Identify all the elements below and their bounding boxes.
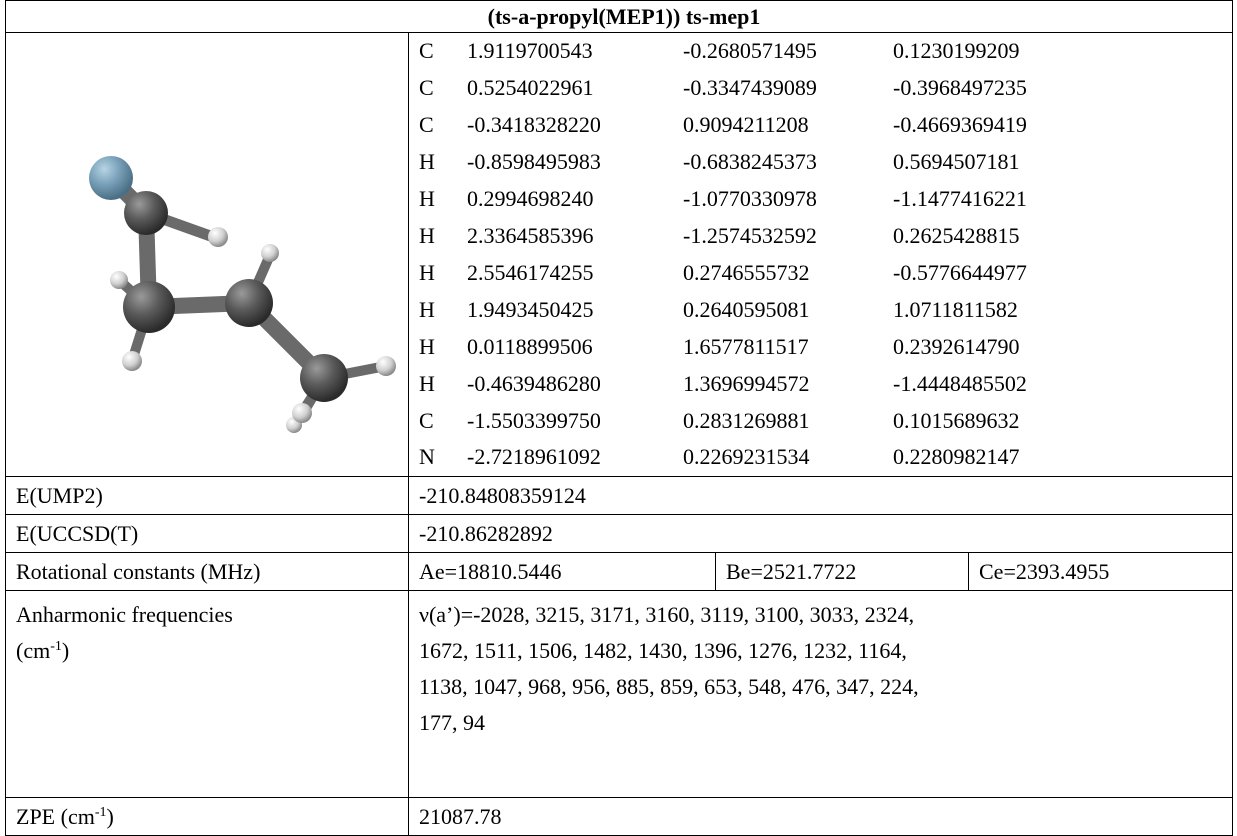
coordinate: -1.2574532592 [683, 224, 893, 248]
coordinate: -0.3347439089 [683, 76, 893, 100]
coordinate: -1.5503399750 [467, 409, 683, 433]
coordinate: 0.2994698240 [467, 187, 683, 211]
coordinate: -0.3968497235 [893, 76, 1027, 100]
coordinate: 1.9119700543 [467, 39, 683, 63]
atom-symbol: H [419, 372, 467, 396]
row-value: -210.86282892 [409, 515, 1233, 553]
atom-symbol: C [419, 113, 467, 137]
rotational-constant: Ce=2393.4955 [969, 553, 1233, 591]
unit-text: (cm [16, 638, 50, 663]
row-label: Rotational constants (MHz) [6, 553, 409, 591]
label-text: ZPE (cm [16, 804, 95, 829]
frequency-line: 1138, 1047, 968, 956, 885, 859, 653, 548… [419, 669, 1232, 705]
coordinate: 2.5546174255 [467, 261, 683, 285]
page: (ts-a-propyl(MEP1)) ts-mep1 C1.911970054… [0, 0, 1237, 805]
coordinate: 1.3696994572 [683, 372, 893, 396]
coordinate: 0.2392614790 [893, 335, 1020, 359]
coordinate: -0.8598495983 [467, 150, 683, 174]
atom-symbol: H [419, 335, 467, 359]
rotational-constant: Be=2521.7722 [716, 553, 969, 591]
energy-row: E(UCCSD(T)-210.86282892 [6, 515, 1233, 553]
unit-exponent: -1 [50, 639, 62, 654]
atom-symbol: H [419, 261, 467, 285]
molecule-image [6, 33, 409, 471]
coordinate: -1.1477416221 [893, 187, 1027, 211]
coordinate: 0.0118899506 [467, 335, 683, 359]
anharmonic-row: Anharmonic frequencies(cm-1)ν(a’)=-2028,… [6, 591, 1233, 798]
coordinate: 0.1015689632 [893, 409, 1020, 433]
coordinate: 0.5254022961 [467, 76, 683, 100]
atom-symbol: H [419, 150, 467, 174]
unit-exponent: -1 [95, 805, 107, 820]
frequency-line: ν(a’)=-2028, 3215, 3171, 3160, 3119, 310… [419, 597, 1232, 633]
label-text: Anharmonic frequencies [16, 597, 408, 633]
atom-symbol: N [419, 445, 467, 469]
row-value: -210.84808359124 [409, 477, 1233, 515]
coordinate: -1.4448485502 [893, 372, 1027, 396]
coordinate: -0.6838245373 [683, 150, 893, 174]
atom-symbol: C [419, 76, 467, 100]
coordinate: -0.3418328220 [467, 113, 683, 137]
frequency-list: ν(a’)=-2028, 3215, 3171, 3160, 3119, 310… [409, 591, 1233, 798]
coordinate: 1.6577811517 [683, 335, 893, 359]
atom-symbol: C [419, 409, 467, 433]
coordinate: -0.2680571495 [683, 39, 893, 63]
coordinate: -2.7218961092 [467, 445, 683, 469]
coordinate: 0.1230199209 [893, 39, 1020, 63]
row-label: ZPE (cm-1) [6, 798, 409, 836]
coordinate: -0.4639486280 [467, 372, 683, 396]
coordinate: 0.9094211208 [683, 113, 893, 137]
unit-text: ) [62, 638, 69, 663]
coordinate: 0.2831269881 [683, 409, 893, 433]
energy-row: E(UMP2)-210.84808359124 [6, 477, 1233, 515]
table-title: (ts-a-propyl(MEP1)) ts-mep1 [6, 1, 1233, 33]
rotational-constant: Ae=18810.5446 [409, 553, 716, 591]
coordinate: 0.2269231534 [683, 445, 893, 469]
coordinate: 2.3364585396 [467, 224, 683, 248]
coordinate: 0.2746555732 [683, 261, 893, 285]
row-value: 21087.78 [409, 798, 1233, 836]
frequency-line: 177, 94 [419, 705, 1232, 741]
atom-symbol: H [419, 224, 467, 248]
molecule-cell [6, 33, 409, 477]
row-label: E(UMP2) [6, 477, 409, 515]
atom-symbol: H [419, 187, 467, 211]
coordinate: 1.9493450425 [467, 298, 683, 322]
label-unit: (cm-1) [16, 633, 408, 669]
atom-symbol: C [419, 39, 467, 63]
row-label: Anharmonic frequencies(cm-1) [6, 591, 409, 798]
coordinate: 0.2280982147 [893, 445, 1020, 469]
frequency-line: 1672, 1511, 1506, 1482, 1430, 1396, 1276… [419, 633, 1232, 669]
coordinate: 1.0711811582 [893, 298, 1018, 322]
coordinate: 0.5694507181 [893, 150, 1020, 174]
coordinate: 0.2640595081 [683, 298, 893, 322]
zpe-row: ZPE (cm-1)21087.78 [6, 798, 1233, 836]
unit-text: ) [107, 804, 114, 829]
atom-symbol: H [419, 298, 467, 322]
coordinate: -0.5776644977 [893, 261, 1027, 285]
coordinate: -0.4669369419 [893, 113, 1027, 137]
row-label: E(UCCSD(T) [6, 515, 409, 553]
coordinate: -1.0770330978 [683, 187, 893, 211]
coordinate: 0.2625428815 [893, 224, 1020, 248]
